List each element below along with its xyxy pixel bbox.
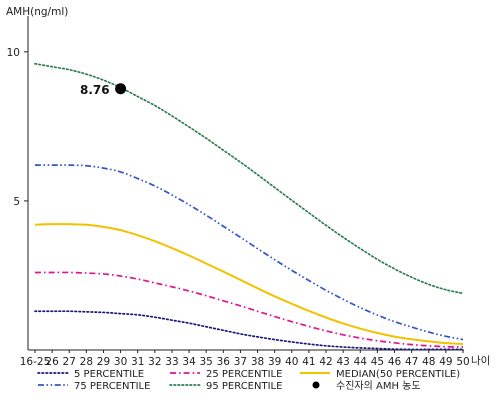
series-line-0 <box>34 310 464 351</box>
legend-label: 95 PERCENTILE <box>206 381 282 392</box>
legend-label: MEDIAN(50 PERCENTILE) <box>336 369 460 380</box>
x-tick-label: 28 <box>80 356 93 368</box>
x-tick-label: 38 <box>251 356 264 368</box>
x-tick-label: 36 <box>217 356 231 368</box>
x-tick-label: 48 <box>422 356 435 368</box>
x-tick-label: 47 <box>405 356 418 368</box>
legend-label: 5 PERCENTILE <box>74 369 144 380</box>
x-tick-label: 41 <box>302 356 315 368</box>
x-tick-label: 29 <box>97 356 110 368</box>
x-tick-label: 39 <box>268 356 281 368</box>
series-line-4 <box>34 62 464 295</box>
x-tick-label: 42 <box>319 356 332 368</box>
x-tick-label: 32 <box>148 356 161 368</box>
y-tick-label: 5 <box>13 196 20 208</box>
series-layer <box>34 62 464 351</box>
x-tick-label: 26 <box>45 356 59 368</box>
legend-marker <box>312 381 320 389</box>
legend-label: 25 PERCENTILE <box>206 369 282 380</box>
y-tick-label: 10 <box>7 47 20 59</box>
y-axis-label: AMH(ng/ml) <box>6 6 68 18</box>
x-tick-label: 49 <box>439 356 452 368</box>
legend: 5 PERCENTILE 25 PERCENTILE MEDIAN(50 PERCE… <box>37 369 460 392</box>
x-tick-label: 40 <box>285 356 298 368</box>
x-tick-label: 44 <box>354 356 368 368</box>
patient-point-label: 8.76 <box>80 83 110 97</box>
x-tick-label: 31 <box>131 356 144 368</box>
x-tick-label: 34 <box>182 356 196 368</box>
legend-label: 수진자의 AMH 농도 <box>336 380 421 392</box>
patient-point <box>115 83 127 95</box>
series-line-1 <box>34 271 464 348</box>
x-tick-label: 30 <box>114 356 127 368</box>
series-line-2 <box>34 223 464 346</box>
x-axis-label: 나이 <box>471 355 490 367</box>
x-tick-label: 45 <box>371 356 384 368</box>
x-tick-label: 16-25 <box>20 356 51 368</box>
legend-label: 75 PERCENTILE <box>74 381 150 392</box>
x-tick-label: 33 <box>165 356 178 368</box>
x-tick-label: 43 <box>336 356 349 368</box>
x-tick-label: 50 <box>456 356 469 368</box>
x-tick-label: 46 <box>388 356 402 368</box>
points-layer: 8.76 <box>80 83 127 97</box>
x-tick-label: 27 <box>63 356 76 368</box>
x-tick-label: 35 <box>200 356 213 368</box>
x-tick-label: 37 <box>234 356 247 368</box>
series-line-3 <box>34 164 464 341</box>
